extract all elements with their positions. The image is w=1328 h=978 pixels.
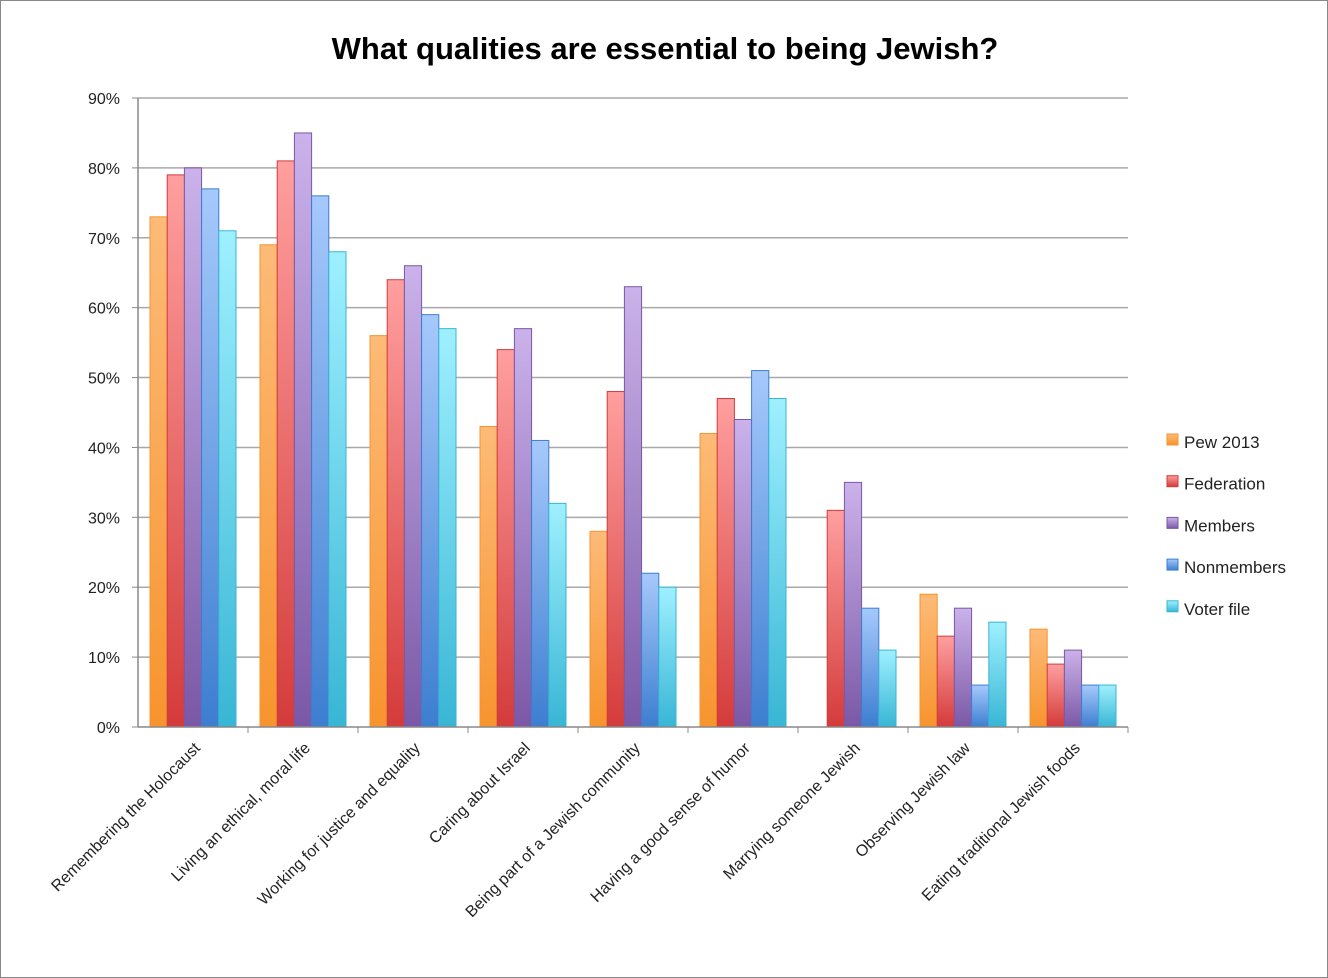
bar-pew-2013 bbox=[1029, 628, 1048, 728]
chart-title: What qualities are essential to being Je… bbox=[332, 31, 999, 66]
x-tick-label: Being part of a Jewish community bbox=[463, 740, 644, 921]
bar-nonmembers bbox=[861, 607, 880, 728]
bar-members bbox=[403, 265, 423, 728]
bar-nonmembers bbox=[751, 370, 770, 728]
bar-nonmembers bbox=[311, 195, 330, 728]
bar-members bbox=[513, 328, 533, 728]
bar-federation bbox=[606, 391, 625, 728]
bar-members bbox=[843, 481, 863, 728]
bar-federation bbox=[386, 279, 405, 728]
bar-members bbox=[293, 132, 313, 728]
y-tick-label: 20% bbox=[88, 580, 120, 597]
legend-swatch bbox=[1166, 516, 1179, 529]
bar-federation bbox=[1046, 663, 1065, 728]
bar-members bbox=[183, 167, 203, 728]
bar-voter-file bbox=[768, 398, 787, 728]
bar-voter-file bbox=[988, 621, 1007, 728]
y-tick-label: 40% bbox=[88, 440, 120, 457]
legend-label: Nonmembers bbox=[1184, 558, 1286, 577]
legend-swatch bbox=[1166, 433, 1179, 446]
bar-members bbox=[953, 607, 973, 728]
bar-federation bbox=[496, 349, 515, 728]
bar-members bbox=[1063, 649, 1083, 728]
bar-pew-2013 bbox=[259, 244, 278, 728]
bar-voter-file bbox=[438, 328, 457, 728]
bar-members bbox=[623, 286, 643, 728]
bar-nonmembers bbox=[971, 684, 990, 728]
legend-swatch bbox=[1166, 600, 1179, 613]
bar-voter-file bbox=[658, 586, 677, 728]
bar-federation bbox=[166, 174, 185, 728]
y-tick-label: 30% bbox=[88, 510, 120, 527]
bar-voter-file bbox=[328, 251, 347, 728]
y-tick-label: 70% bbox=[88, 231, 120, 248]
legend-swatch bbox=[1166, 558, 1179, 571]
bar-federation bbox=[716, 398, 735, 728]
legend-label: Federation bbox=[1184, 475, 1265, 494]
bar-federation bbox=[826, 509, 845, 728]
bar-voter-file bbox=[218, 230, 237, 728]
bar-pew-2013 bbox=[699, 432, 718, 728]
legend-label: Pew 2013 bbox=[1184, 433, 1260, 452]
bar-pew-2013 bbox=[919, 593, 938, 728]
legend-label: Voter file bbox=[1184, 600, 1250, 619]
bar-pew-2013 bbox=[589, 530, 608, 728]
y-tick-label: 60% bbox=[88, 301, 120, 318]
bar-nonmembers bbox=[1081, 684, 1100, 728]
bar-voter-file bbox=[548, 502, 567, 728]
bar-voter-file bbox=[878, 649, 897, 728]
x-tick-label: Caring about Israel bbox=[426, 740, 534, 848]
bar-federation bbox=[936, 635, 955, 728]
y-tick-label: 10% bbox=[88, 650, 120, 667]
y-tick-label: 80% bbox=[88, 161, 120, 178]
bar-pew-2013 bbox=[479, 425, 498, 728]
bar-nonmembers bbox=[201, 188, 220, 728]
bar-members bbox=[733, 418, 753, 728]
bar-pew-2013 bbox=[149, 216, 168, 728]
bar-voter-file bbox=[1098, 684, 1117, 728]
x-tick-label: Observing Jewish law bbox=[852, 739, 974, 861]
bar-nonmembers bbox=[641, 572, 660, 728]
legend-label: Members bbox=[1184, 516, 1255, 535]
legend-swatch bbox=[1166, 475, 1179, 488]
bar-nonmembers bbox=[531, 439, 550, 728]
bar-pew-2013 bbox=[369, 335, 388, 728]
y-tick-label: 0% bbox=[97, 720, 120, 737]
y-tick-label: 50% bbox=[88, 371, 120, 388]
y-tick-label: 90% bbox=[88, 91, 120, 108]
bar-nonmembers bbox=[421, 314, 440, 728]
bar-federation bbox=[276, 160, 295, 728]
